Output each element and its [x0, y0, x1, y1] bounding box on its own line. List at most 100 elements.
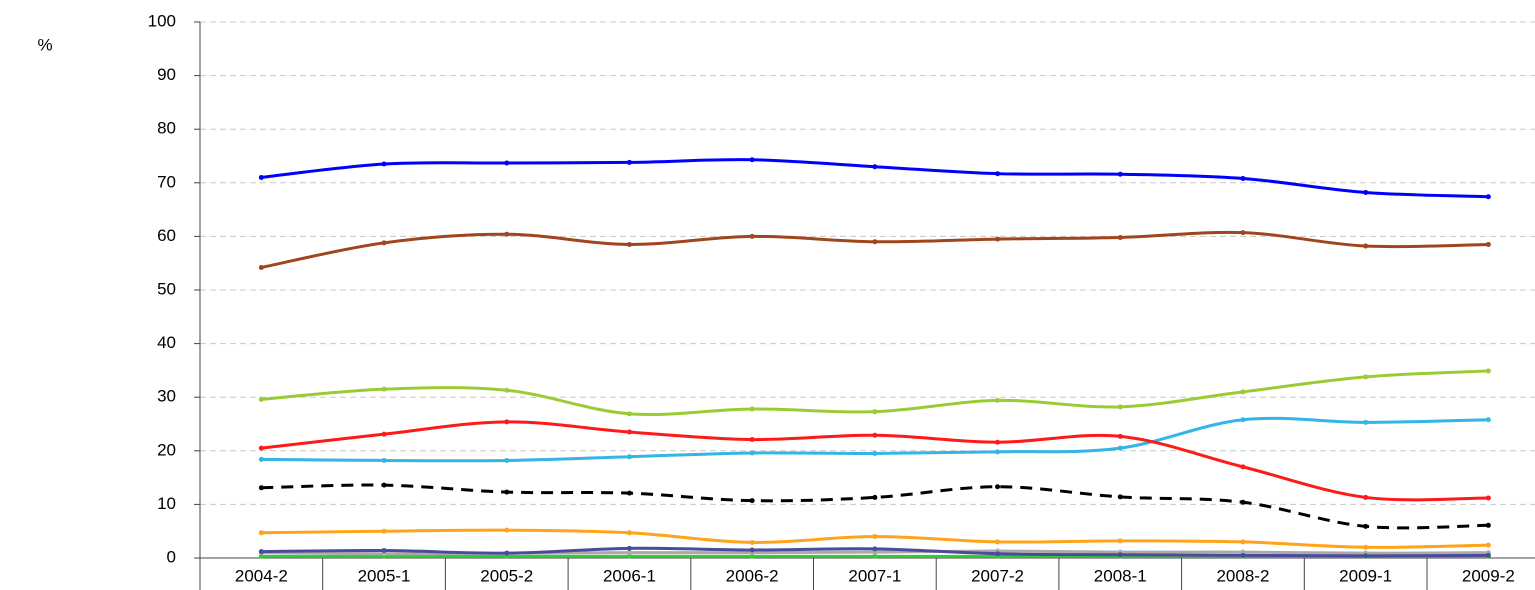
point-marker — [381, 547, 387, 553]
point-marker — [1363, 374, 1369, 380]
point-marker — [1117, 552, 1123, 558]
point-marker — [381, 482, 387, 488]
y-tick-label: 50 — [157, 279, 176, 298]
x-tick-label: 2006-2 — [726, 566, 779, 585]
point-marker — [258, 553, 264, 559]
point-marker — [872, 534, 878, 540]
point-marker — [995, 449, 1001, 455]
point-marker — [1363, 544, 1369, 550]
point-marker — [258, 445, 264, 451]
point-marker — [1240, 417, 1246, 423]
x-tick-label: 2005-2 — [480, 566, 533, 585]
point-marker — [258, 485, 264, 491]
point-marker — [258, 530, 264, 536]
point-marker — [626, 159, 632, 165]
point-marker — [872, 239, 878, 245]
point-marker — [1485, 194, 1491, 200]
x-tick-label: 2007-2 — [971, 566, 1024, 585]
point-marker — [258, 396, 264, 402]
point-marker — [995, 439, 1001, 445]
point-marker — [504, 550, 510, 556]
x-tick-label: 2009-2 — [1462, 566, 1515, 585]
point-marker — [749, 498, 755, 504]
y-tick-label: 80 — [157, 119, 176, 138]
point-marker — [1240, 552, 1246, 558]
y-tick-label: 60 — [157, 226, 176, 245]
point-marker — [504, 387, 510, 393]
point-marker — [1117, 171, 1123, 177]
point-marker — [626, 241, 632, 247]
point-marker — [1117, 433, 1123, 439]
point-marker — [626, 553, 632, 559]
point-marker — [749, 547, 755, 553]
point-marker — [504, 160, 510, 166]
point-marker — [626, 429, 632, 435]
series-line — [261, 230, 1489, 269]
point-marker — [1240, 499, 1246, 505]
point-marker — [749, 406, 755, 412]
point-marker — [995, 397, 1001, 403]
x-tick-label: 2005-1 — [358, 566, 411, 585]
point-marker — [381, 240, 387, 246]
y-tick-label: 20 — [157, 440, 176, 459]
point-marker — [1363, 243, 1369, 249]
y-tick-label: 90 — [157, 65, 176, 84]
x-tick-label: 2007-1 — [848, 566, 901, 585]
series-line — [261, 483, 1489, 530]
point-marker — [872, 409, 878, 415]
point-marker — [995, 484, 1001, 490]
point-marker — [381, 528, 387, 534]
point-marker — [1240, 389, 1246, 395]
point-marker — [1485, 542, 1491, 548]
point-marker — [258, 549, 264, 555]
point-marker — [1363, 494, 1369, 500]
point-marker — [872, 553, 878, 559]
point-marker — [626, 411, 632, 417]
point-marker — [1240, 464, 1246, 470]
point-marker — [995, 171, 1001, 177]
point-marker — [872, 450, 878, 456]
point-marker — [749, 233, 755, 239]
y-tick-label: 30 — [157, 387, 176, 406]
point-marker — [1363, 419, 1369, 425]
point-marker — [1240, 230, 1246, 236]
y-tick-label: 100 — [148, 11, 176, 30]
x-tick-label: 2008-1 — [1094, 566, 1147, 585]
y-tick-label: 40 — [157, 333, 176, 352]
y-axis-label: % — [37, 35, 52, 54]
point-marker — [381, 457, 387, 463]
point-marker — [504, 489, 510, 495]
point-marker — [1485, 495, 1491, 501]
point-marker — [1117, 234, 1123, 240]
point-marker — [1363, 553, 1369, 559]
point-marker — [626, 550, 632, 556]
point-marker — [1485, 417, 1491, 423]
point-marker — [1117, 445, 1123, 451]
point-marker — [626, 454, 632, 460]
point-marker — [749, 437, 755, 443]
point-marker — [1363, 189, 1369, 195]
point-marker — [504, 231, 510, 237]
x-tick-label: 2004-2 — [235, 566, 288, 585]
point-marker — [1240, 539, 1246, 545]
point-marker — [626, 545, 632, 551]
point-marker — [872, 494, 878, 500]
x-tick-label: 2006-1 — [603, 566, 656, 585]
point-marker — [381, 386, 387, 392]
point-marker — [872, 546, 878, 552]
point-marker — [995, 551, 1001, 557]
point-marker — [1240, 176, 1246, 182]
point-marker — [995, 236, 1001, 242]
point-marker — [1117, 494, 1123, 500]
point-marker — [995, 539, 1001, 545]
point-marker — [1117, 404, 1123, 410]
point-marker — [381, 431, 387, 437]
point-marker — [749, 539, 755, 545]
y-tick-label: 10 — [157, 494, 176, 513]
point-marker — [1485, 241, 1491, 247]
point-marker — [381, 161, 387, 167]
x-tick-label: 2008-2 — [1216, 566, 1269, 585]
point-marker — [1485, 522, 1491, 528]
y-tick-label: 0 — [167, 547, 176, 566]
